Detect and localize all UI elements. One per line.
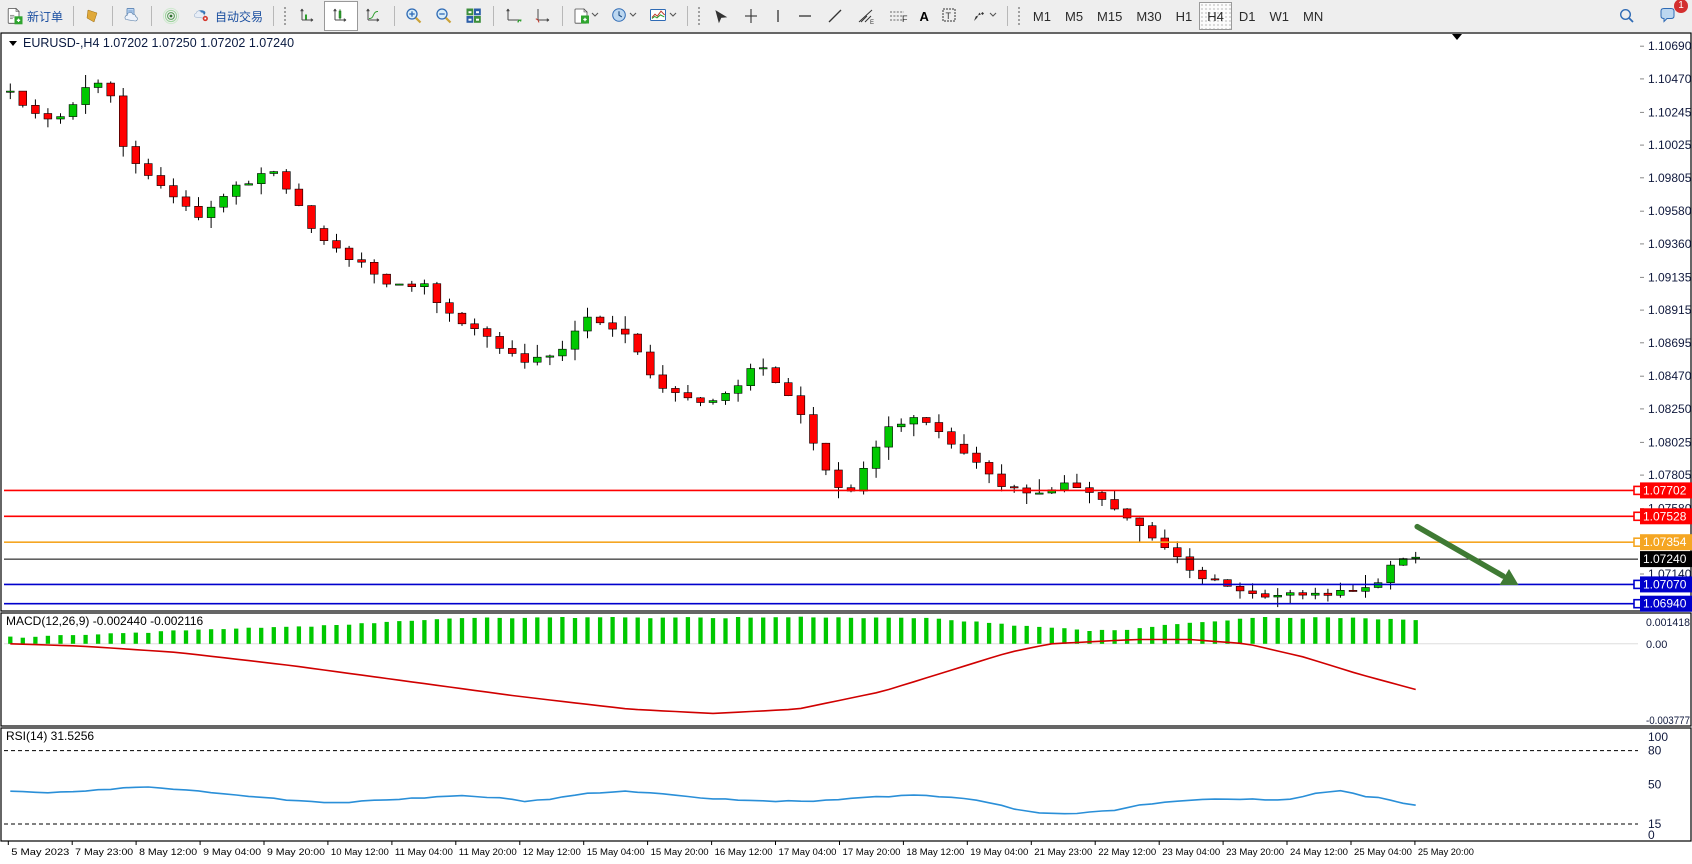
svg-text:1.06940: 1.06940 bbox=[1643, 597, 1687, 611]
svg-text:18 May 12:00: 18 May 12:00 bbox=[906, 847, 964, 858]
svg-text:1.07528: 1.07528 bbox=[1643, 509, 1687, 523]
svg-text:RSI(14) 31.5256: RSI(14) 31.5256 bbox=[6, 729, 94, 743]
svg-text:1.08025: 1.08025 bbox=[1648, 435, 1692, 449]
svg-text:25 May 04:00: 25 May 04:00 bbox=[1354, 847, 1412, 858]
svg-text:19 May 04:00: 19 May 04:00 bbox=[970, 847, 1028, 858]
svg-text:5 May 2023: 5 May 2023 bbox=[11, 847, 69, 858]
svg-text:1.10470: 1.10470 bbox=[1648, 72, 1692, 86]
svg-text:100: 100 bbox=[1648, 730, 1668, 744]
svg-text:0.00: 0.00 bbox=[1646, 639, 1667, 651]
svg-text:25 May 20:00: 25 May 20:00 bbox=[1418, 847, 1474, 858]
svg-text:9 May 20:00: 9 May 20:00 bbox=[267, 847, 325, 858]
svg-text:50: 50 bbox=[1648, 778, 1662, 792]
svg-text:12 May 12:00: 12 May 12:00 bbox=[523, 847, 581, 858]
svg-text:17 May 20:00: 17 May 20:00 bbox=[843, 847, 901, 858]
svg-text:17 May 04:00: 17 May 04:00 bbox=[779, 847, 837, 858]
svg-text:15 May 04:00: 15 May 04:00 bbox=[587, 847, 645, 858]
svg-text:23 May 04:00: 23 May 04:00 bbox=[1162, 847, 1220, 858]
svg-text:1.07702: 1.07702 bbox=[1643, 483, 1687, 497]
svg-text:1.07240: 1.07240 bbox=[1643, 552, 1687, 566]
svg-text:22 May 12:00: 22 May 12:00 bbox=[1098, 847, 1156, 858]
svg-text:1.10245: 1.10245 bbox=[1648, 105, 1692, 119]
svg-text:24 May 12:00: 24 May 12:00 bbox=[1290, 847, 1348, 858]
svg-text:80: 80 bbox=[1648, 744, 1662, 758]
svg-text:11 May 20:00: 11 May 20:00 bbox=[459, 847, 517, 858]
svg-text:8 May 12:00: 8 May 12:00 bbox=[139, 847, 197, 858]
svg-text:10 May 12:00: 10 May 12:00 bbox=[331, 847, 389, 858]
svg-text:1.08470: 1.08470 bbox=[1648, 369, 1692, 383]
svg-text:1.10690: 1.10690 bbox=[1648, 39, 1692, 53]
svg-text:21 May 23:00: 21 May 23:00 bbox=[1034, 847, 1092, 858]
svg-text:23 May 20:00: 23 May 20:00 bbox=[1226, 847, 1284, 858]
svg-text:16 May 12:00: 16 May 12:00 bbox=[715, 847, 773, 858]
svg-text:-0.003777: -0.003777 bbox=[1646, 715, 1690, 727]
svg-text:EURUSD-,H4 1.07202 1.07250 1.: EURUSD-,H4 1.07202 1.07250 1.07202 1.072… bbox=[23, 36, 294, 50]
svg-text:1.08695: 1.08695 bbox=[1648, 336, 1692, 350]
svg-text:1.09580: 1.09580 bbox=[1648, 204, 1692, 218]
svg-text:T: T bbox=[945, 11, 951, 21]
svg-text:1.08915: 1.08915 bbox=[1648, 303, 1692, 317]
svg-text:1.07070: 1.07070 bbox=[1643, 577, 1687, 591]
svg-text:E: E bbox=[870, 20, 874, 25]
svg-text:11 May 04:00: 11 May 04:00 bbox=[395, 847, 453, 858]
svg-text:1.09135: 1.09135 bbox=[1648, 270, 1692, 284]
svg-text:MACD(12,26,9) -0.002440 -0.002: MACD(12,26,9) -0.002440 -0.002116 bbox=[6, 614, 204, 628]
svg-text:7 May 23:00: 7 May 23:00 bbox=[75, 847, 133, 858]
svg-text:1.07805: 1.07805 bbox=[1648, 468, 1692, 482]
svg-text:15 May 20:00: 15 May 20:00 bbox=[651, 847, 709, 858]
svg-text:1.10025: 1.10025 bbox=[1648, 138, 1692, 152]
svg-text:1.09360: 1.09360 bbox=[1648, 237, 1692, 251]
svg-text:1.08250: 1.08250 bbox=[1648, 402, 1692, 416]
svg-text:0: 0 bbox=[1648, 828, 1655, 842]
svg-text:9 May 04:00: 9 May 04:00 bbox=[203, 847, 261, 858]
svg-text:1.09805: 1.09805 bbox=[1648, 171, 1692, 185]
svg-text:0.001418: 0.001418 bbox=[1646, 617, 1690, 629]
svg-text:1.07354: 1.07354 bbox=[1643, 535, 1687, 549]
